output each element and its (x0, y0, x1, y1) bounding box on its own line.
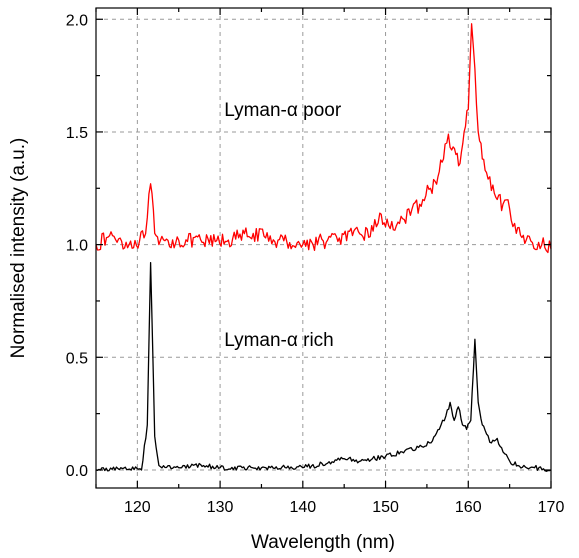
x-tick-label: 150 (372, 499, 399, 516)
x-tick-label: 130 (207, 499, 234, 516)
x-tick-label: 120 (124, 499, 151, 516)
y-axis-label: Normalised intensity (a.u.) (8, 138, 29, 359)
y-tick-label: 0.0 (66, 463, 88, 480)
x-axis-label: Wavelength (nm) (251, 532, 395, 553)
series-line-black (95, 261, 552, 472)
plot-frame (95, 7, 552, 489)
grid (96, 8, 551, 488)
axis-ticks (95, 8, 552, 488)
series-line-red (95, 23, 552, 254)
y-tick-label: 0.5 (66, 350, 88, 367)
tick-labels: 120 130 140 150 160 170 0.0 0.5 1.0 1.5 2.0 (66, 12, 565, 516)
annotation-lyman-alpha-poor: Lyman-α poor (224, 100, 342, 121)
y-tick-label: 2.0 (66, 12, 88, 29)
x-tick-label: 160 (455, 499, 482, 516)
y-tick-label: 1.0 (66, 238, 88, 255)
x-tick-label: 170 (538, 499, 565, 516)
annotation-lyman-alpha-rich: Lyman-α rich (224, 330, 334, 351)
annotations: Lyman-α poor Lyman-α rich (224, 100, 342, 351)
plot-area (95, 23, 552, 472)
y-tick-label: 1.5 (66, 125, 88, 142)
x-tick-label: 140 (289, 499, 316, 516)
